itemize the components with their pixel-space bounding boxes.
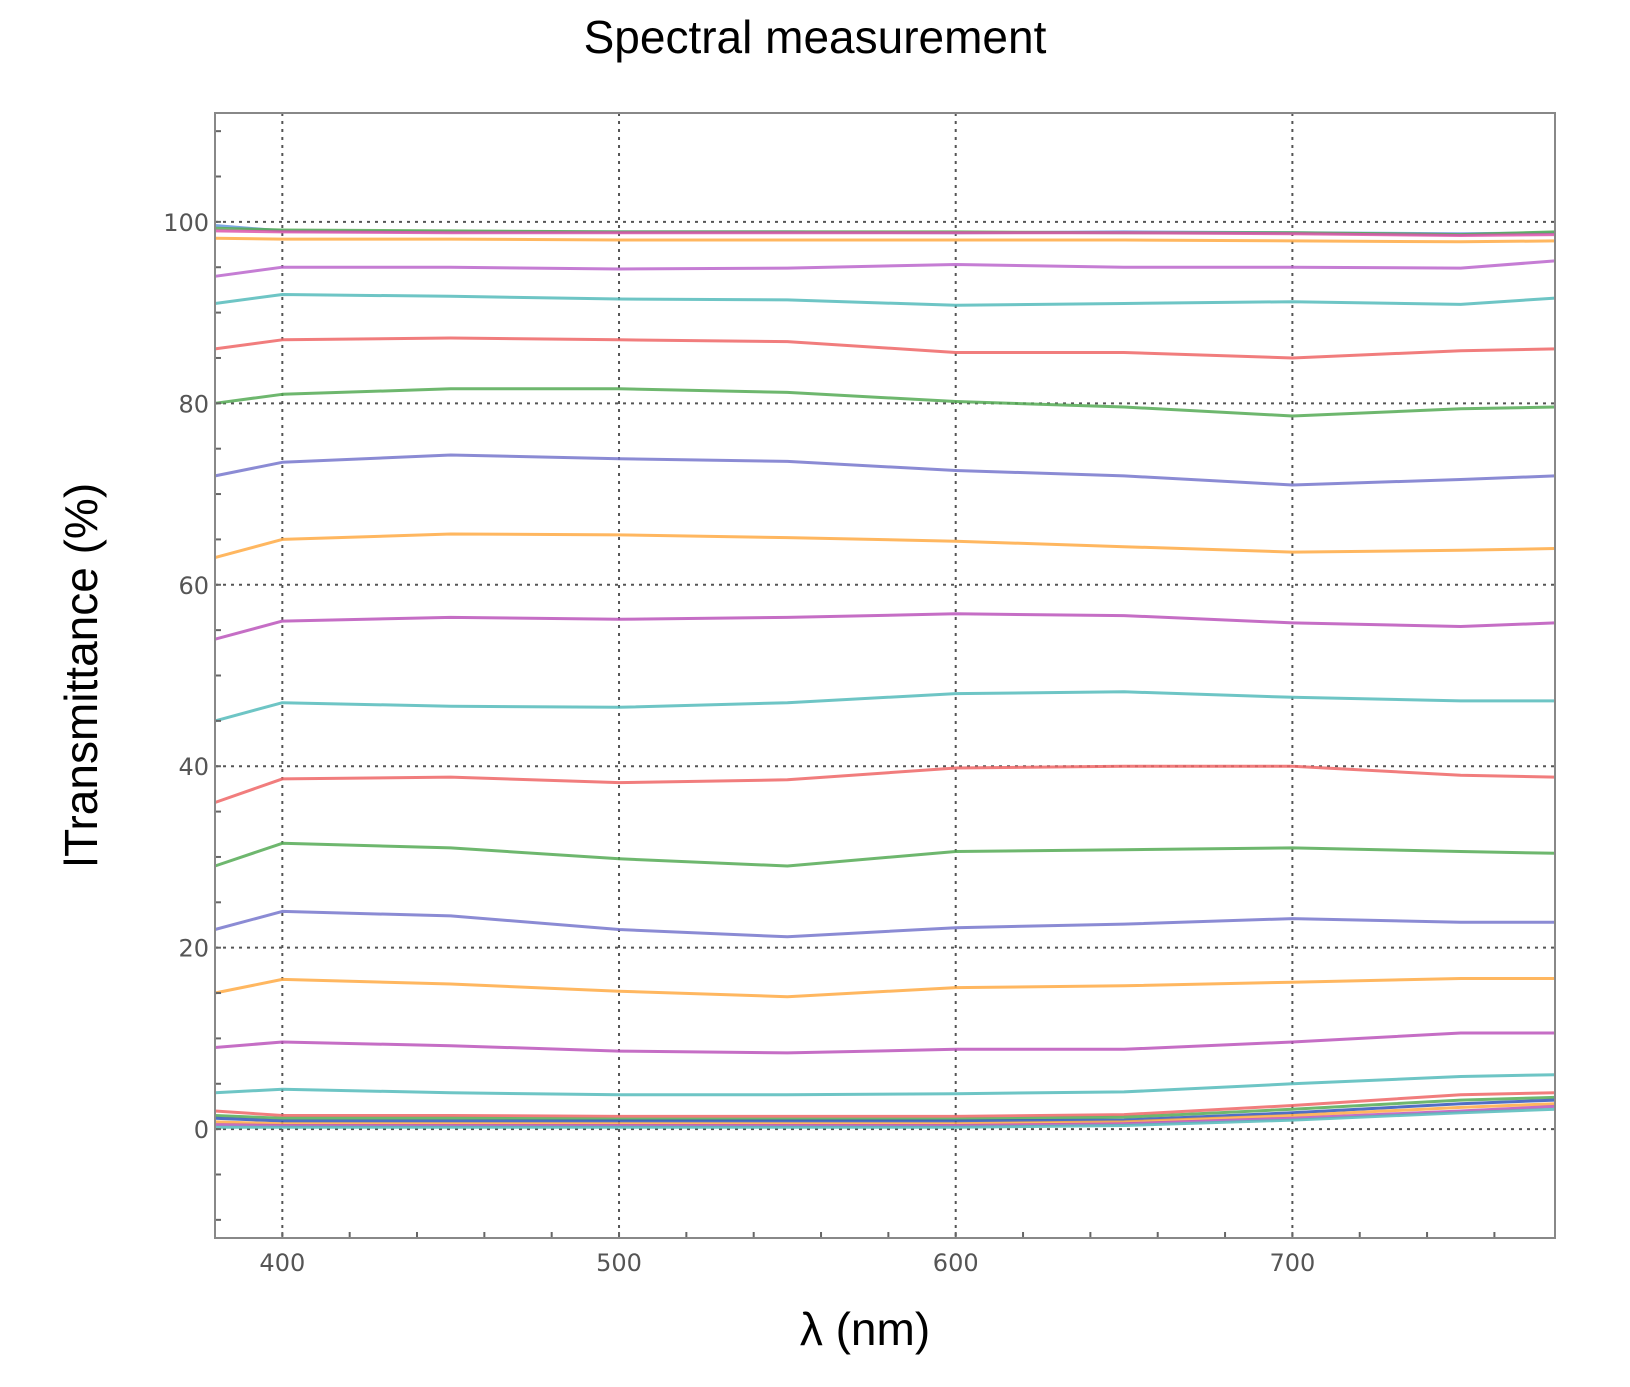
series-line-4 [214, 236, 1556, 244]
series-line-5 [214, 259, 1556, 278]
series-line-14 [214, 841, 1556, 868]
y-tick-label: 100 [163, 209, 209, 237]
x-tick-label: 700 [1269, 1249, 1315, 1277]
y-tick-label: 0 [194, 1116, 209, 1144]
x-tick-label: 400 [259, 1249, 305, 1277]
series-line-3 [214, 229, 1556, 237]
series-line-7 [214, 336, 1556, 360]
plot-frame [214, 112, 1556, 1239]
series-line-20 [214, 1095, 1556, 1121]
x-tick-label: 500 [596, 1249, 642, 1277]
y-tick-label: 80 [178, 390, 209, 418]
axis-layer: 400 500 600 700 0 20 40 60 80 100 [163, 130, 1496, 1277]
series-line-16 [214, 977, 1555, 999]
y-tick-label: 40 [178, 753, 209, 781]
grid-layer [215, 113, 1555, 1238]
series-line-11 [214, 612, 1556, 641]
chart-title: Spectral measurement [583, 11, 1047, 63]
series-line-21 [214, 1098, 1556, 1123]
series-line-17 [214, 1031, 1555, 1055]
x-tick-label: 600 [933, 1249, 979, 1277]
series-line-10 [214, 532, 1556, 560]
series-layer [214, 224, 1556, 1129]
series-line-23 [214, 1104, 1556, 1127]
series-line-19 [214, 1091, 1556, 1118]
y-tick-label: 20 [178, 935, 209, 963]
x-axis-title: λ (nm) [800, 1303, 930, 1355]
series-line-22 [214, 1102, 1556, 1126]
y-tick-label: 60 [178, 572, 209, 600]
series-line-13 [214, 764, 1556, 804]
series-line-8 [214, 387, 1556, 418]
y-axis-title: lTransmittance (%) [55, 483, 107, 867]
series-line-6 [214, 293, 1556, 307]
series-line-18 [214, 1073, 1556, 1097]
series-line-24 [215, 1107, 1556, 1129]
series-line-9 [214, 453, 1556, 487]
series-line-12 [214, 690, 1555, 723]
series-line-15 [214, 909, 1555, 939]
